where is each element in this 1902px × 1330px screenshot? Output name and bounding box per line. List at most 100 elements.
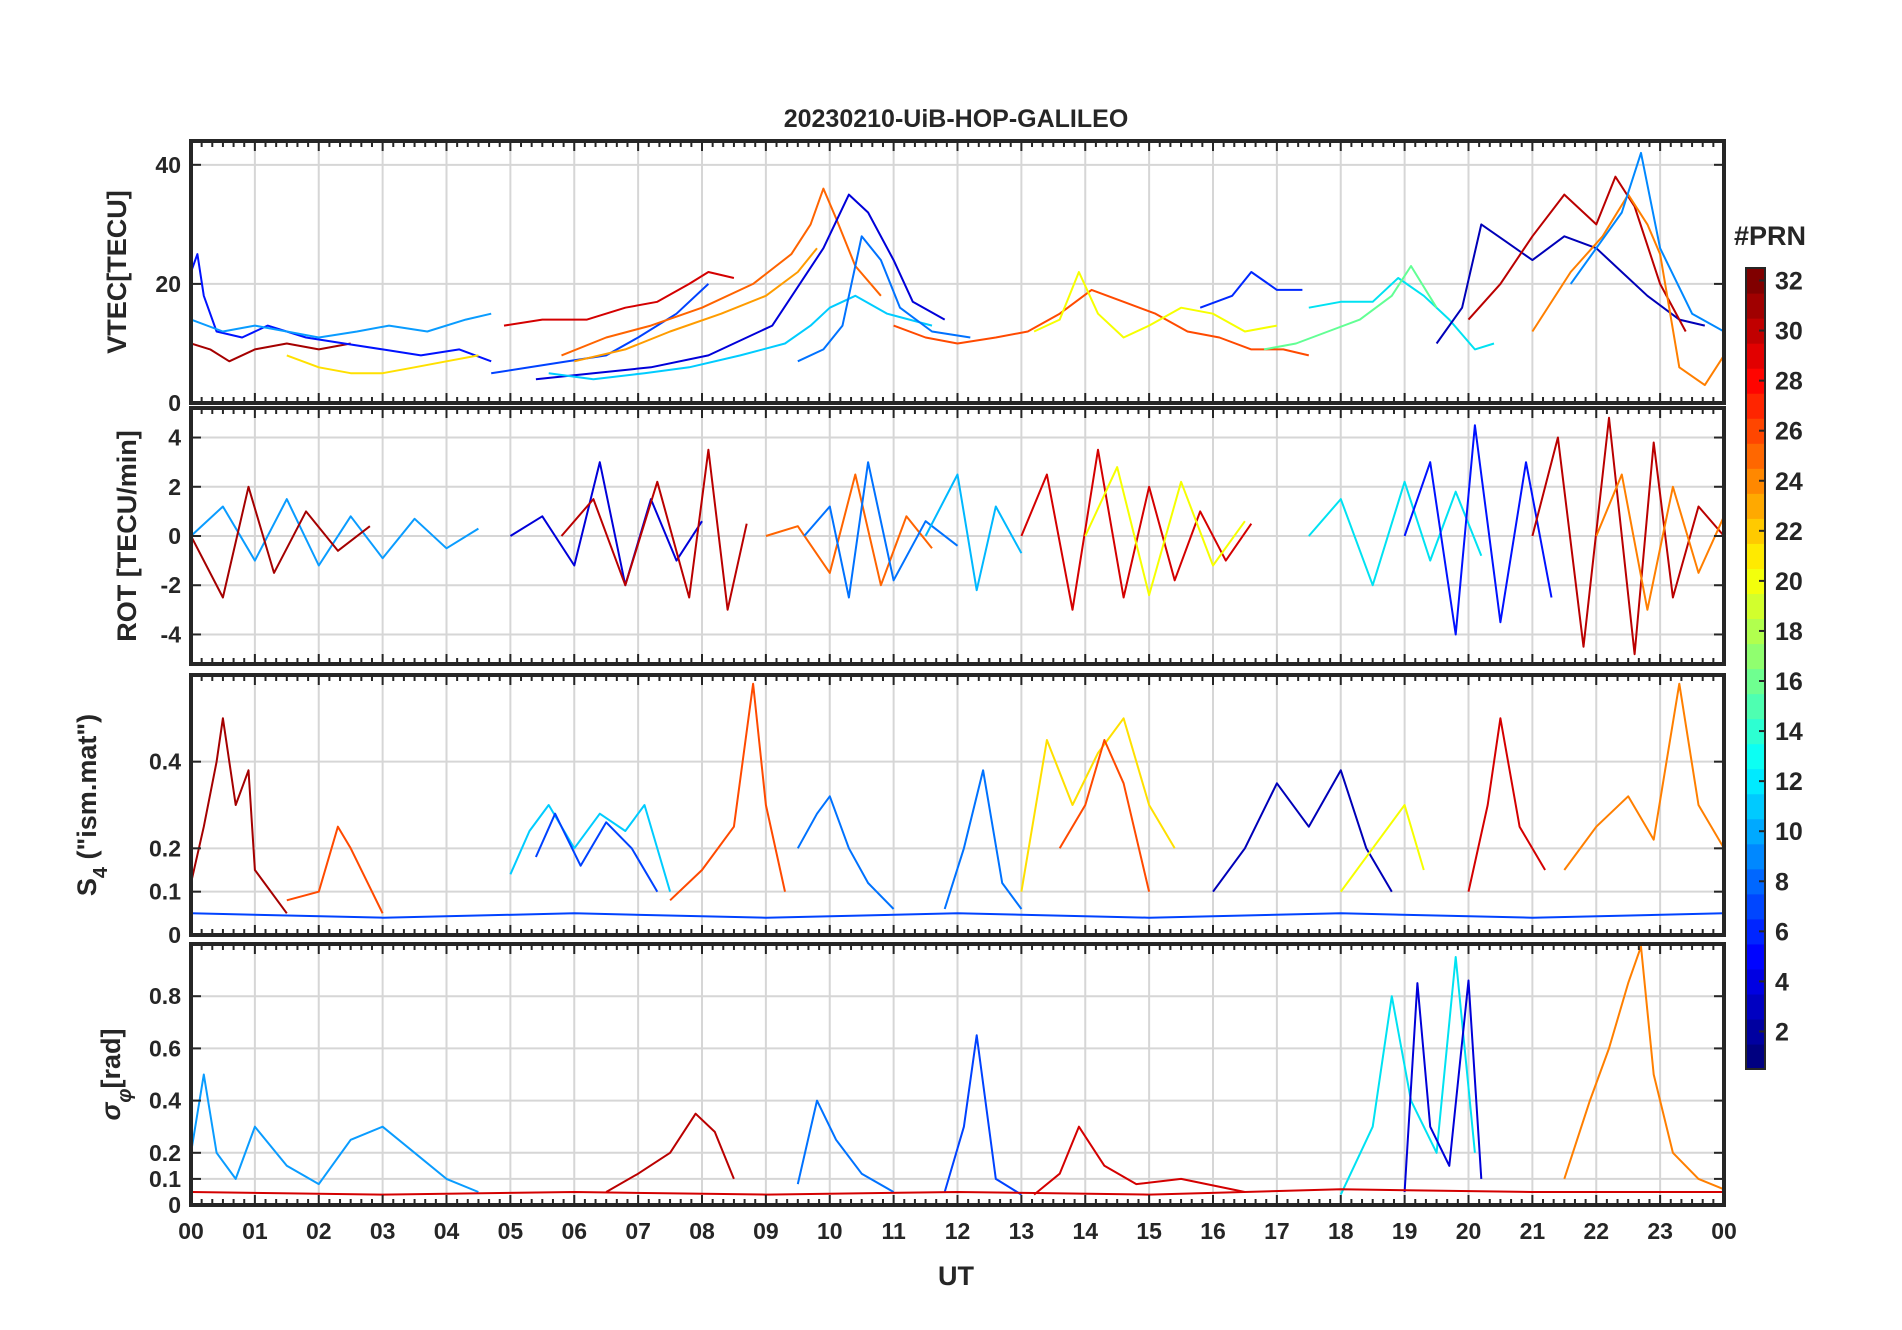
x-tick-label: 13 (1009, 1218, 1035, 1244)
series-line-prn-27 (286, 825, 384, 914)
x-tick-label: 10 (817, 1218, 843, 1244)
x-tick-label: 19 (1392, 1218, 1418, 1244)
x-tick-label: 16 (1200, 1218, 1226, 1244)
y-axis-label: ROT [TECU/min] (112, 430, 142, 641)
series-line-prn-8 (796, 1099, 895, 1193)
panel-vtec: 0 20 40 VTEC[TECU] (102, 139, 1726, 416)
colorbar-tick-label: 26 (1775, 418, 1803, 446)
colorbar-segment (1746, 893, 1765, 920)
y-axis-label: VTEC[TECU] (102, 190, 132, 354)
series-line-prn-8 (943, 769, 1023, 910)
colorbar-label: #PRN (1734, 221, 1806, 251)
colorbar-segment (1746, 968, 1765, 995)
colorbar-segment (1746, 568, 1765, 595)
colorbar-segment (1746, 768, 1765, 795)
series-line-prn-29 (605, 1112, 735, 1193)
figure-title: 20230210-UiB-HOP-GALILEO (784, 105, 1129, 133)
colorbar-segment (1746, 793, 1765, 820)
colorbar-segment (1746, 993, 1765, 1020)
series-line-prn-25 (1563, 945, 1724, 1191)
y-tick-label: 2 (168, 474, 181, 500)
colorbar-segment (1746, 818, 1765, 845)
series-line-prn-27 (669, 682, 786, 902)
series-line-prn-3 (509, 461, 703, 587)
x-tick-label: 00 (178, 1218, 204, 1244)
x-tick-label: 23 (1647, 1218, 1673, 1244)
series-line-prn-30 (1467, 717, 1546, 892)
x-tick-label: 09 (753, 1218, 779, 1244)
plot-frame (189, 942, 1726, 1207)
colorbar-tick-label: 28 (1775, 368, 1803, 396)
colorbar-segment (1746, 868, 1765, 895)
series-line-prn-30 (503, 271, 735, 327)
series-group (191, 151, 1724, 387)
x-tick-label: 02 (306, 1218, 332, 1244)
x-tick-label: 12 (945, 1218, 971, 1244)
series-line-prn-10 (191, 498, 479, 567)
colorbar-segment (1746, 393, 1765, 419)
series-group (191, 416, 1724, 656)
colorbar-tick-label: 12 (1775, 768, 1803, 796)
series-line-prn-25 (1595, 473, 1724, 611)
x-tick-label: 22 (1583, 1218, 1609, 1244)
colorbar-segment (1746, 318, 1765, 344)
colorbar-segment (1746, 718, 1765, 745)
colorbar-segment (1746, 918, 1765, 945)
y-tick-label: -4 (161, 621, 182, 647)
x-tick-label: 20 (1456, 1218, 1482, 1244)
series-line-prn-27 (893, 288, 1310, 357)
series-line-prn-31 (191, 717, 288, 914)
colorbar-tick-label: 6 (1775, 918, 1789, 946)
colorbar-tick-label: 24 (1775, 468, 1803, 496)
x-tick-label: 07 (625, 1218, 651, 1244)
x-tick-label: 01 (242, 1218, 268, 1244)
series-line-prn-2 (1212, 769, 1393, 893)
colorbar-segment (1746, 643, 1765, 670)
colorbar-tick-label: 16 (1775, 668, 1803, 696)
series-line-prn-29 (1467, 175, 1687, 332)
series-line-prn-6 (491, 283, 710, 375)
colorbar-tick-label: 22 (1775, 518, 1803, 546)
x-tick-label: 05 (498, 1218, 524, 1244)
colorbar-segment (1746, 743, 1765, 770)
series-line-prn-19 (1033, 271, 1278, 339)
colorbar-frame (1745, 267, 1766, 1070)
colorbar-segment (1746, 518, 1765, 544)
series-line-prn-8 (803, 461, 959, 599)
plot-frame (189, 406, 1726, 666)
colorbar-segment (1746, 668, 1765, 695)
series-line-prn-8 (797, 235, 971, 363)
colorbar-segment (1746, 493, 1765, 519)
y-tick-label: 40 (155, 152, 181, 178)
colorbar-segment (1746, 693, 1765, 720)
colorbar-tick-label: 14 (1775, 718, 1803, 746)
series-line-prn-30 (191, 1188, 1724, 1196)
colorbar-tick-label: 30 (1775, 318, 1803, 346)
x-tick-label: 17 (1264, 1218, 1290, 1244)
y-tick-label: 0.8 (149, 983, 181, 1009)
y-tick-label: 0.4 (149, 1088, 181, 1114)
y-tick-label: 0 (168, 523, 181, 549)
colorbar-segment (1746, 843, 1765, 870)
series-line-prn-31 (191, 485, 371, 599)
colorbar-segment (1746, 618, 1765, 645)
colorbar-segment (1746, 593, 1765, 620)
series-line-prn-8 (796, 795, 895, 910)
panel-rot: -4 -2 0 2 4 ROT [TECU/min] (112, 406, 1726, 666)
panel-s4: 0 0.1 0.2 0.4 S4 ("ism.mat") (72, 673, 1726, 948)
colorbar-tick-label: 2 (1775, 1018, 1789, 1046)
x-tick-label: 11 (881, 1218, 906, 1244)
y-tick-label: 0.1 (149, 879, 181, 905)
y-tick-label: 0.2 (149, 1140, 181, 1166)
colorbar-segment (1746, 268, 1765, 294)
x-tick-label: 15 (1136, 1218, 1162, 1244)
colorbar-segment (1746, 293, 1765, 319)
series-line-prn-3 (1403, 979, 1483, 1193)
series-line-prn-25 (1531, 193, 1724, 387)
series-line-prn-26 (765, 473, 933, 587)
colorbar-segment (1746, 443, 1765, 469)
series-group (191, 945, 1724, 1196)
series-line-prn-5 (1199, 271, 1303, 309)
